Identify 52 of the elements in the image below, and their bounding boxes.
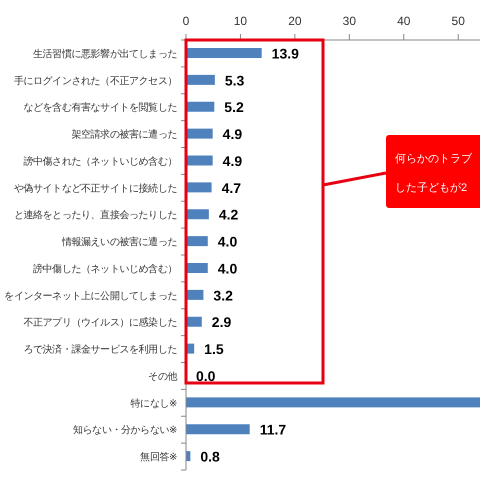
y-tick-label: 生活習慣に悪影響が出てしまった [32,48,178,60]
data-label: 5.2 [224,99,244,116]
y-tick-label: 謗中傷した（ネットいじめ含む） [32,262,177,275]
bar [186,128,213,139]
bar [186,182,212,192]
y-tick-label: 知らない・分からない※ [73,424,178,436]
bar [186,424,250,434]
x-tick-label: 10 [234,14,248,28]
x-tick-label: 30 [342,14,356,28]
y-tick-label: 情報漏えいの被害に遭った [60,236,178,248]
y-tick-label: その他 [148,370,178,382]
x-tick-label: 0 [182,14,190,28]
y-tick-label: ろで決済・課金サービスを利用した [23,344,178,356]
data-label: 2.9 [212,314,232,330]
bar [186,451,190,462]
y-tick-label: をインターネット上に公開してしまった [4,290,178,302]
y-tick-label: 特になし※ [130,397,178,410]
y-tick-label: 謗中傷された（ネットいじめ含む） [23,155,177,168]
y-tick-label: 手にログインされた（不正アクセス） [14,74,177,87]
data-label: 4.9 [222,126,242,142]
data-label: 11.7 [260,422,286,438]
data-label: 4.0 [218,260,238,276]
bar [186,74,215,85]
bar [186,102,214,112]
y-tick-label: と連絡をとったり、直接会ったりした [14,209,178,222]
data-label: 4.9 [222,152,242,169]
data-label: 0.0 [196,368,216,384]
bar [186,290,204,300]
text: 何らかのトラブした子どもが2 [395,153,472,194]
x-tick-label: 50 [452,14,466,28]
y-tick-label: などを含む有害なサイトを閲覧した [23,102,178,114]
bar [186,209,209,220]
y-tick-label: 不正アプリ（ウイルス）に感染した [23,316,178,329]
x-tick-label: 20 [288,14,302,28]
bar [186,263,208,273]
data-label: 5.3 [224,72,245,88]
y-tick-label: 架空請求の被害に遭った [71,128,178,141]
bar [186,236,208,246]
data-label: 4.2 [218,206,239,223]
bar [186,48,262,58]
data-label: 13.9 [272,45,300,62]
y-tick-label: 無回答※ [140,451,178,464]
bar [186,156,213,166]
y-tick-label: や偽サイトなど不正サイトに接続した [14,182,178,194]
data-label: 1.5 [204,341,224,358]
data-label: 0.8 [200,448,220,465]
data-label: 4.0 [218,234,238,250]
x-tick-label: 40 [397,14,411,28]
data-label: 3.2 [213,287,234,304]
data-label: 4.7 [222,180,242,196]
bar [186,397,480,408]
bar [186,316,202,327]
